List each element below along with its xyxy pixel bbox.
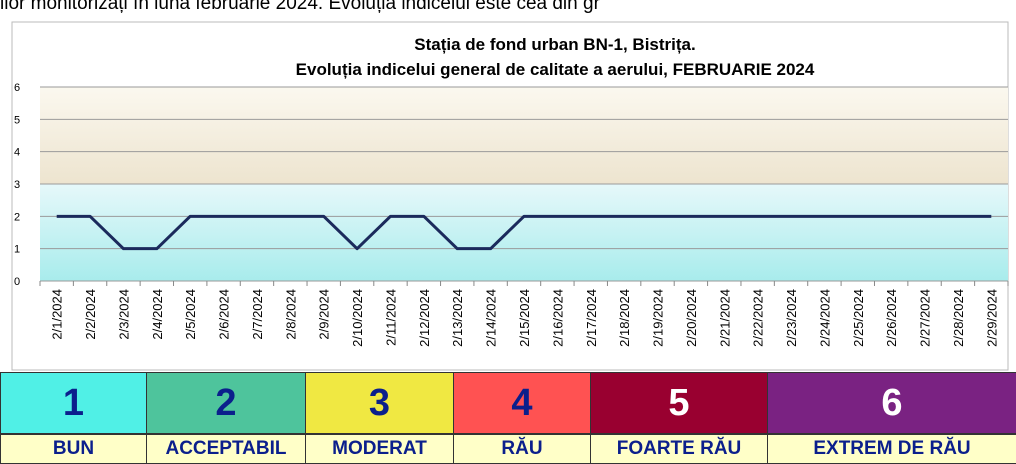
x-tick-label: 2/25/2024 — [851, 289, 866, 347]
x-tick-label: 2/7/2024 — [250, 289, 265, 340]
data-line — [56, 214, 992, 251]
x-tick-label: 2/26/2024 — [884, 289, 899, 347]
scale-label: BUN — [0, 434, 147, 464]
x-tick-label: 2/20/2024 — [684, 289, 699, 347]
chart: Stația de fond urban BN-1, Bistrița. Evo… — [11, 21, 1009, 371]
x-tick-label: 2/2/2024 — [83, 289, 98, 340]
x-tick-label: 2/13/2024 — [450, 289, 465, 347]
x-tick-label: 2/16/2024 — [550, 289, 565, 347]
x-tick-label: 2/4/2024 — [150, 289, 165, 340]
x-tick-label: 2/29/2024 — [984, 289, 999, 347]
y-tick-label: 3 — [14, 179, 20, 191]
x-tick-label: 2/24/2024 — [817, 289, 832, 347]
x-tick-label: 2/17/2024 — [584, 289, 599, 347]
index-scale: 1 BUN 2 ACCEPTABIL 3 MODERAT 4 RĂU 5 FOARTE RĂU 6 E… — [0, 372, 1016, 464]
chart-title: Stația de fond urban BN-1, Bistrița. — [414, 35, 695, 54]
x-tick-label: 2/8/2024 — [283, 289, 298, 340]
intro-text: ilor monitorizați în luna februarie 2024… — [0, 0, 600, 14]
x-tick-label: 2/22/2024 — [751, 289, 766, 347]
scale-label: MODERAT — [305, 434, 454, 464]
x-tick-label: 2/27/2024 — [918, 289, 933, 347]
y-tick-label: 4 — [14, 147, 20, 159]
x-tick-label: 2/6/2024 — [217, 289, 232, 340]
x-tick-label: 2/5/2024 — [183, 289, 198, 340]
x-tick-label: 2/10/2024 — [350, 289, 365, 347]
scale-label: FOARTE RĂU — [590, 434, 768, 464]
x-tick-label: 2/14/2024 — [484, 289, 499, 347]
y-tick-label: 5 — [14, 114, 20, 126]
y-tick-label: 0 — [14, 276, 20, 288]
x-tick-label: 2/19/2024 — [651, 289, 666, 347]
x-tick-label: 2/1/2024 — [50, 289, 65, 340]
x-tick-label: 2/9/2024 — [317, 289, 332, 340]
scale-label: EXTREM DE RĂU — [767, 434, 1016, 464]
y-tick-label: 6 — [14, 82, 20, 94]
scale-value: 1 — [0, 372, 147, 434]
chart-subtitle: Evoluția indicelui general de calitate a… — [296, 60, 815, 79]
scale-value: 6 — [767, 372, 1016, 434]
scale-label: RĂU — [453, 434, 591, 464]
x-tick-label: 2/11/2024 — [383, 289, 398, 346]
scale-value: 3 — [305, 372, 454, 434]
x-tick-label: 2/28/2024 — [951, 289, 966, 347]
scale-value: 4 — [453, 372, 591, 434]
band-high — [40, 87, 1008, 184]
scale-label: ACCEPTABIL — [146, 434, 306, 464]
x-tick-label: 2/18/2024 — [617, 289, 632, 347]
scale-value: 2 — [146, 372, 306, 434]
x-tick-label: 2/23/2024 — [784, 289, 799, 347]
x-tick-label: 2/12/2024 — [417, 289, 432, 347]
scale-value: 5 — [590, 372, 768, 434]
y-tick-label: 1 — [14, 244, 20, 256]
band-low — [40, 184, 1008, 281]
y-tick-label: 2 — [14, 211, 20, 223]
x-tick-label: 2/21/2024 — [717, 289, 732, 347]
x-tick-label: 2/15/2024 — [517, 289, 532, 347]
x-tick-label: 2/3/2024 — [116, 289, 131, 340]
